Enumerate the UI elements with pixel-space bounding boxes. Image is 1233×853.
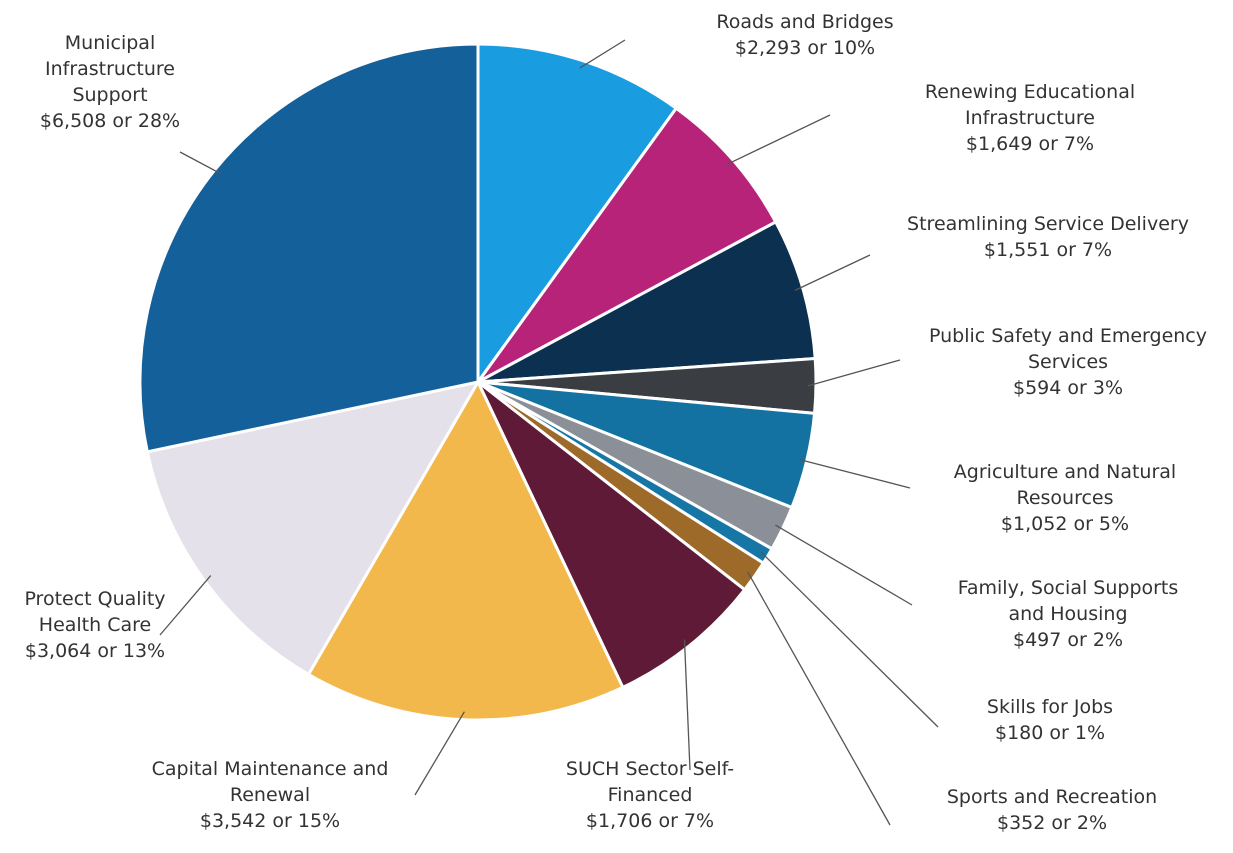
slice-name: Capital Maintenance and Renewal: [151, 758, 389, 806]
slice-value: $3,064 or 13%: [24, 640, 166, 662]
slice-label: Renewing Educational Infrastructure $1,64…: [900, 79, 1160, 157]
slice-label: Public Safety and Emergency Services $594…: [908, 323, 1228, 401]
slice-label: Roads and Bridges $2,293 or 10%: [685, 9, 925, 61]
leader-line: [794, 254, 871, 291]
leader-line: [798, 458, 911, 489]
slice-label: Sports and Recreation $352 or 2%: [922, 784, 1182, 836]
slice-value: $180 or 1%: [994, 722, 1105, 744]
slice-value: $1,706 or 7%: [585, 810, 715, 832]
slice-value: $1,551 or 7%: [983, 239, 1113, 261]
leader-line: [579, 39, 626, 69]
slice-name: Skills for Jobs: [986, 696, 1114, 718]
slice-label: Family, Social Supports and Housing $497 …: [938, 575, 1198, 653]
slice-name: Family, Social Supports and Housing: [957, 577, 1179, 625]
leader-line: [179, 151, 222, 175]
slice-label: Streamlining Service Delivery $1,551 or 7…: [888, 211, 1208, 263]
leader-line: [683, 639, 691, 771]
leader-line: [807, 359, 901, 387]
slice-value: $2,293 or 10%: [734, 37, 876, 59]
slice-value: $3,542 or 15%: [199, 810, 341, 832]
leader-line: [760, 551, 939, 728]
pie-slice: [145, 379, 481, 677]
pie-slice: [306, 378, 625, 722]
slice-label: SUCH Sector Self-Financed $1,706 or 7%: [550, 756, 750, 834]
slice-label: Skills for Jobs $180 or 1%: [975, 694, 1125, 746]
slice-label: Protect Quality Health Care $3,064 or 13%: [0, 586, 195, 664]
slice-value: $497 or 2%: [1012, 629, 1123, 651]
slice-value: $1,649 or 7%: [965, 133, 1095, 155]
slice-name: SUCH Sector Self-Financed: [565, 758, 735, 806]
slice-name: Municipal Infrastructure Support: [44, 32, 175, 106]
slice-value: $1,052 or 5%: [1000, 513, 1130, 535]
leader-line: [726, 114, 831, 166]
slice-value: $352 or 2%: [996, 812, 1107, 834]
pie-slice: [476, 380, 747, 690]
slice-name: Renewing Educational Infrastructure: [924, 81, 1136, 129]
slice-name: Sports and Recreation: [946, 786, 1158, 808]
leader-line: [747, 571, 891, 826]
slice-value: $594 or 3%: [1012, 377, 1123, 399]
pie-slice: [476, 42, 679, 387]
slice-name: Roads and Bridges: [716, 11, 894, 33]
slice-label: Capital Maintenance and Renewal $3,542 or…: [125, 756, 415, 834]
slice-name: Streamlining Service Delivery: [907, 213, 1189, 235]
slice-value: $6,508 or 28%: [39, 110, 181, 132]
leader-line: [775, 524, 913, 606]
slice-name: Public Safety and Emergency Services: [928, 325, 1208, 373]
pie-slice: [138, 42, 480, 454]
leader-line: [414, 711, 465, 796]
slice-name: Protect Quality Health Care: [24, 588, 166, 636]
slice-name: Agriculture and Natural Resources: [953, 461, 1177, 509]
pie-slice: [477, 219, 817, 384]
slice-label: Agriculture and Natural Resources $1,052 …: [935, 459, 1195, 537]
slice-label: Municipal Infrastructure Support $6,508 o…: [25, 30, 195, 134]
leader-line: [159, 575, 212, 636]
pie-slice: [476, 106, 778, 384]
